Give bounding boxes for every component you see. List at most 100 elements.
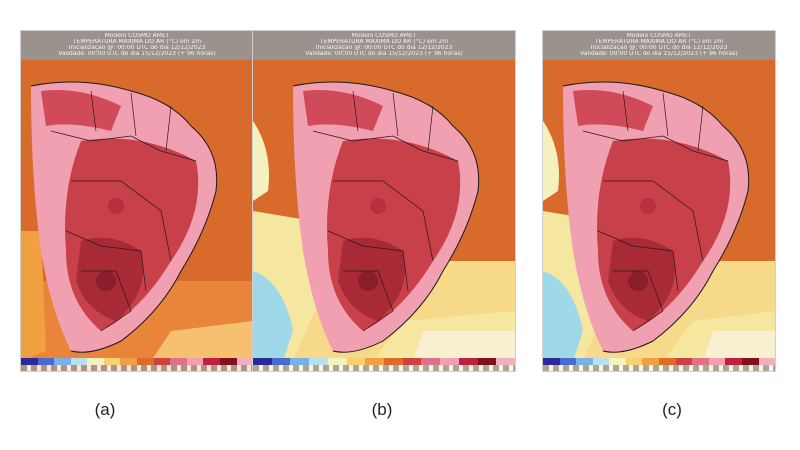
header-line: Validade: 00:00 UTC do dia 15/12/2023 (+… xyxy=(58,51,216,57)
colorbar-swatch xyxy=(186,358,204,365)
colorbar-swatch xyxy=(440,358,459,365)
atlantic-south xyxy=(151,321,253,361)
border-line xyxy=(327,230,409,292)
header-line: TEMPERATURA MAXIMA DO AR (°C) em 2m xyxy=(594,39,724,45)
colorbar-swatch xyxy=(87,358,104,365)
map-panel-b: Modelo COSMO AMET TEMPERATURA MAXIMA DO … xyxy=(252,30,516,372)
colorbar-swatch xyxy=(170,358,187,365)
colorbar-swatch xyxy=(576,358,593,365)
colorbar-swatch xyxy=(758,358,775,365)
border-line xyxy=(333,180,434,262)
colorbar-swatch xyxy=(253,358,272,365)
hotspot xyxy=(96,271,116,291)
header-line: Modelo COSMO AMET xyxy=(626,33,692,39)
header-line: TEMPERATURA MAXIMA DO AR (°C) em 2m xyxy=(72,39,202,45)
south-cyan-area xyxy=(543,271,583,361)
colorbar-swatch xyxy=(70,358,88,365)
colorbar-swatch xyxy=(659,358,676,365)
colorbar-swatch xyxy=(559,358,577,365)
colorbar-swatch xyxy=(37,358,55,365)
header-line: Modelo COSMO AMET xyxy=(351,33,417,39)
border-line xyxy=(613,270,664,332)
colorbar-ticks-c xyxy=(543,365,775,371)
colorbar-ticks-a xyxy=(21,365,253,371)
colorbar-swatch xyxy=(477,358,497,365)
caption-c: (c) xyxy=(662,400,682,419)
colorbar-swatch xyxy=(203,358,220,365)
north-coast-hot xyxy=(303,90,383,131)
colorbar-swatch xyxy=(153,358,171,365)
colorbar-swatch xyxy=(21,358,38,365)
border-line xyxy=(582,130,729,162)
border-line xyxy=(81,270,132,332)
hotspot xyxy=(640,198,656,214)
colorbar-swatch xyxy=(421,358,441,365)
header-line: Inicialização @: 00:00 UTC do dia 12/12/… xyxy=(590,45,728,51)
colorbar-swatch xyxy=(309,358,328,365)
colorbar-swatch xyxy=(346,358,366,365)
map-header-b: Modelo COSMO AMET TEMPERATURA MAXIMA DO … xyxy=(253,31,515,60)
atlantic-far-south xyxy=(413,331,515,361)
colorbar-swatch xyxy=(327,358,347,365)
colorbar-swatch xyxy=(219,358,237,365)
colorbar-a xyxy=(21,358,253,365)
coastline xyxy=(292,81,480,353)
border-line xyxy=(312,130,459,162)
header-line: Validade: 00:00 UTC do dia 15/12/2023 (+… xyxy=(580,51,738,57)
pacific-strip xyxy=(21,231,46,361)
colorbar-b xyxy=(253,358,515,365)
temperature-map-c xyxy=(543,31,775,371)
border-line xyxy=(71,180,172,262)
hotspot xyxy=(628,271,648,291)
header-line: Inicialização @: 00:00 UTC do dia 12/12/… xyxy=(68,45,206,51)
andes-area xyxy=(543,121,559,201)
map-panel-a: Modelo COSMO AMET TEMPERATURA MAXIMA DO … xyxy=(20,30,254,372)
colorbar-swatch xyxy=(137,358,154,365)
colorbar-swatch xyxy=(675,358,693,365)
border-line xyxy=(50,130,197,162)
map-header-a: Modelo COSMO AMET TEMPERATURA MAXIMA DO … xyxy=(21,31,253,60)
colorbar-swatch xyxy=(592,358,610,365)
colorbar-swatch xyxy=(625,358,643,365)
colorbar-swatch xyxy=(103,358,121,365)
header-line: Inicialização @: 00:00 UTC do dia 12/12/… xyxy=(315,45,453,51)
hotspot xyxy=(370,198,386,214)
border-line xyxy=(603,180,704,262)
border-line xyxy=(622,90,704,152)
temperature-map-b xyxy=(253,31,515,371)
temperature-map-a xyxy=(21,31,253,371)
colorbar-swatch xyxy=(642,358,660,365)
border-line xyxy=(90,90,172,152)
coastline xyxy=(562,81,750,353)
south-cyan-area xyxy=(253,271,293,361)
border-line xyxy=(597,230,679,292)
hotspot xyxy=(108,198,124,214)
caption-b: (b) xyxy=(371,400,393,419)
colorbar-swatch xyxy=(458,358,478,365)
north-coast-hot xyxy=(573,90,653,131)
caption-a: (a) xyxy=(94,400,116,419)
andes-area xyxy=(253,121,269,201)
colorbar-swatch xyxy=(384,358,403,365)
hotspot xyxy=(358,271,378,291)
colorbar-ticks-b xyxy=(253,365,515,371)
atlantic-far-south xyxy=(703,331,775,361)
colorbar-swatch xyxy=(543,358,560,365)
map-header-c: Modelo COSMO AMET TEMPERATURA MAXIMA DO … xyxy=(543,31,775,60)
border-line xyxy=(352,90,434,152)
header-line: Validade: 00:00 UTC do dia 15/12/2023 (+… xyxy=(305,51,463,57)
border-line xyxy=(65,230,147,292)
colorbar-swatch xyxy=(496,358,515,365)
colorbar-swatch xyxy=(120,358,138,365)
colorbar-swatch xyxy=(725,358,742,365)
header-line: Modelo COSMO AMET xyxy=(104,33,170,39)
coastline xyxy=(30,81,218,353)
colorbar-swatch xyxy=(692,358,709,365)
colorbar-swatch xyxy=(271,358,291,365)
header-line: TEMPERATURA MAXIMA DO AR (°C) em 2m xyxy=(319,39,449,45)
colorbar-c xyxy=(543,358,775,365)
colorbar-swatch xyxy=(365,358,385,365)
north-coast-hot xyxy=(41,90,121,131)
border-line xyxy=(343,270,394,332)
colorbar-swatch xyxy=(402,358,422,365)
